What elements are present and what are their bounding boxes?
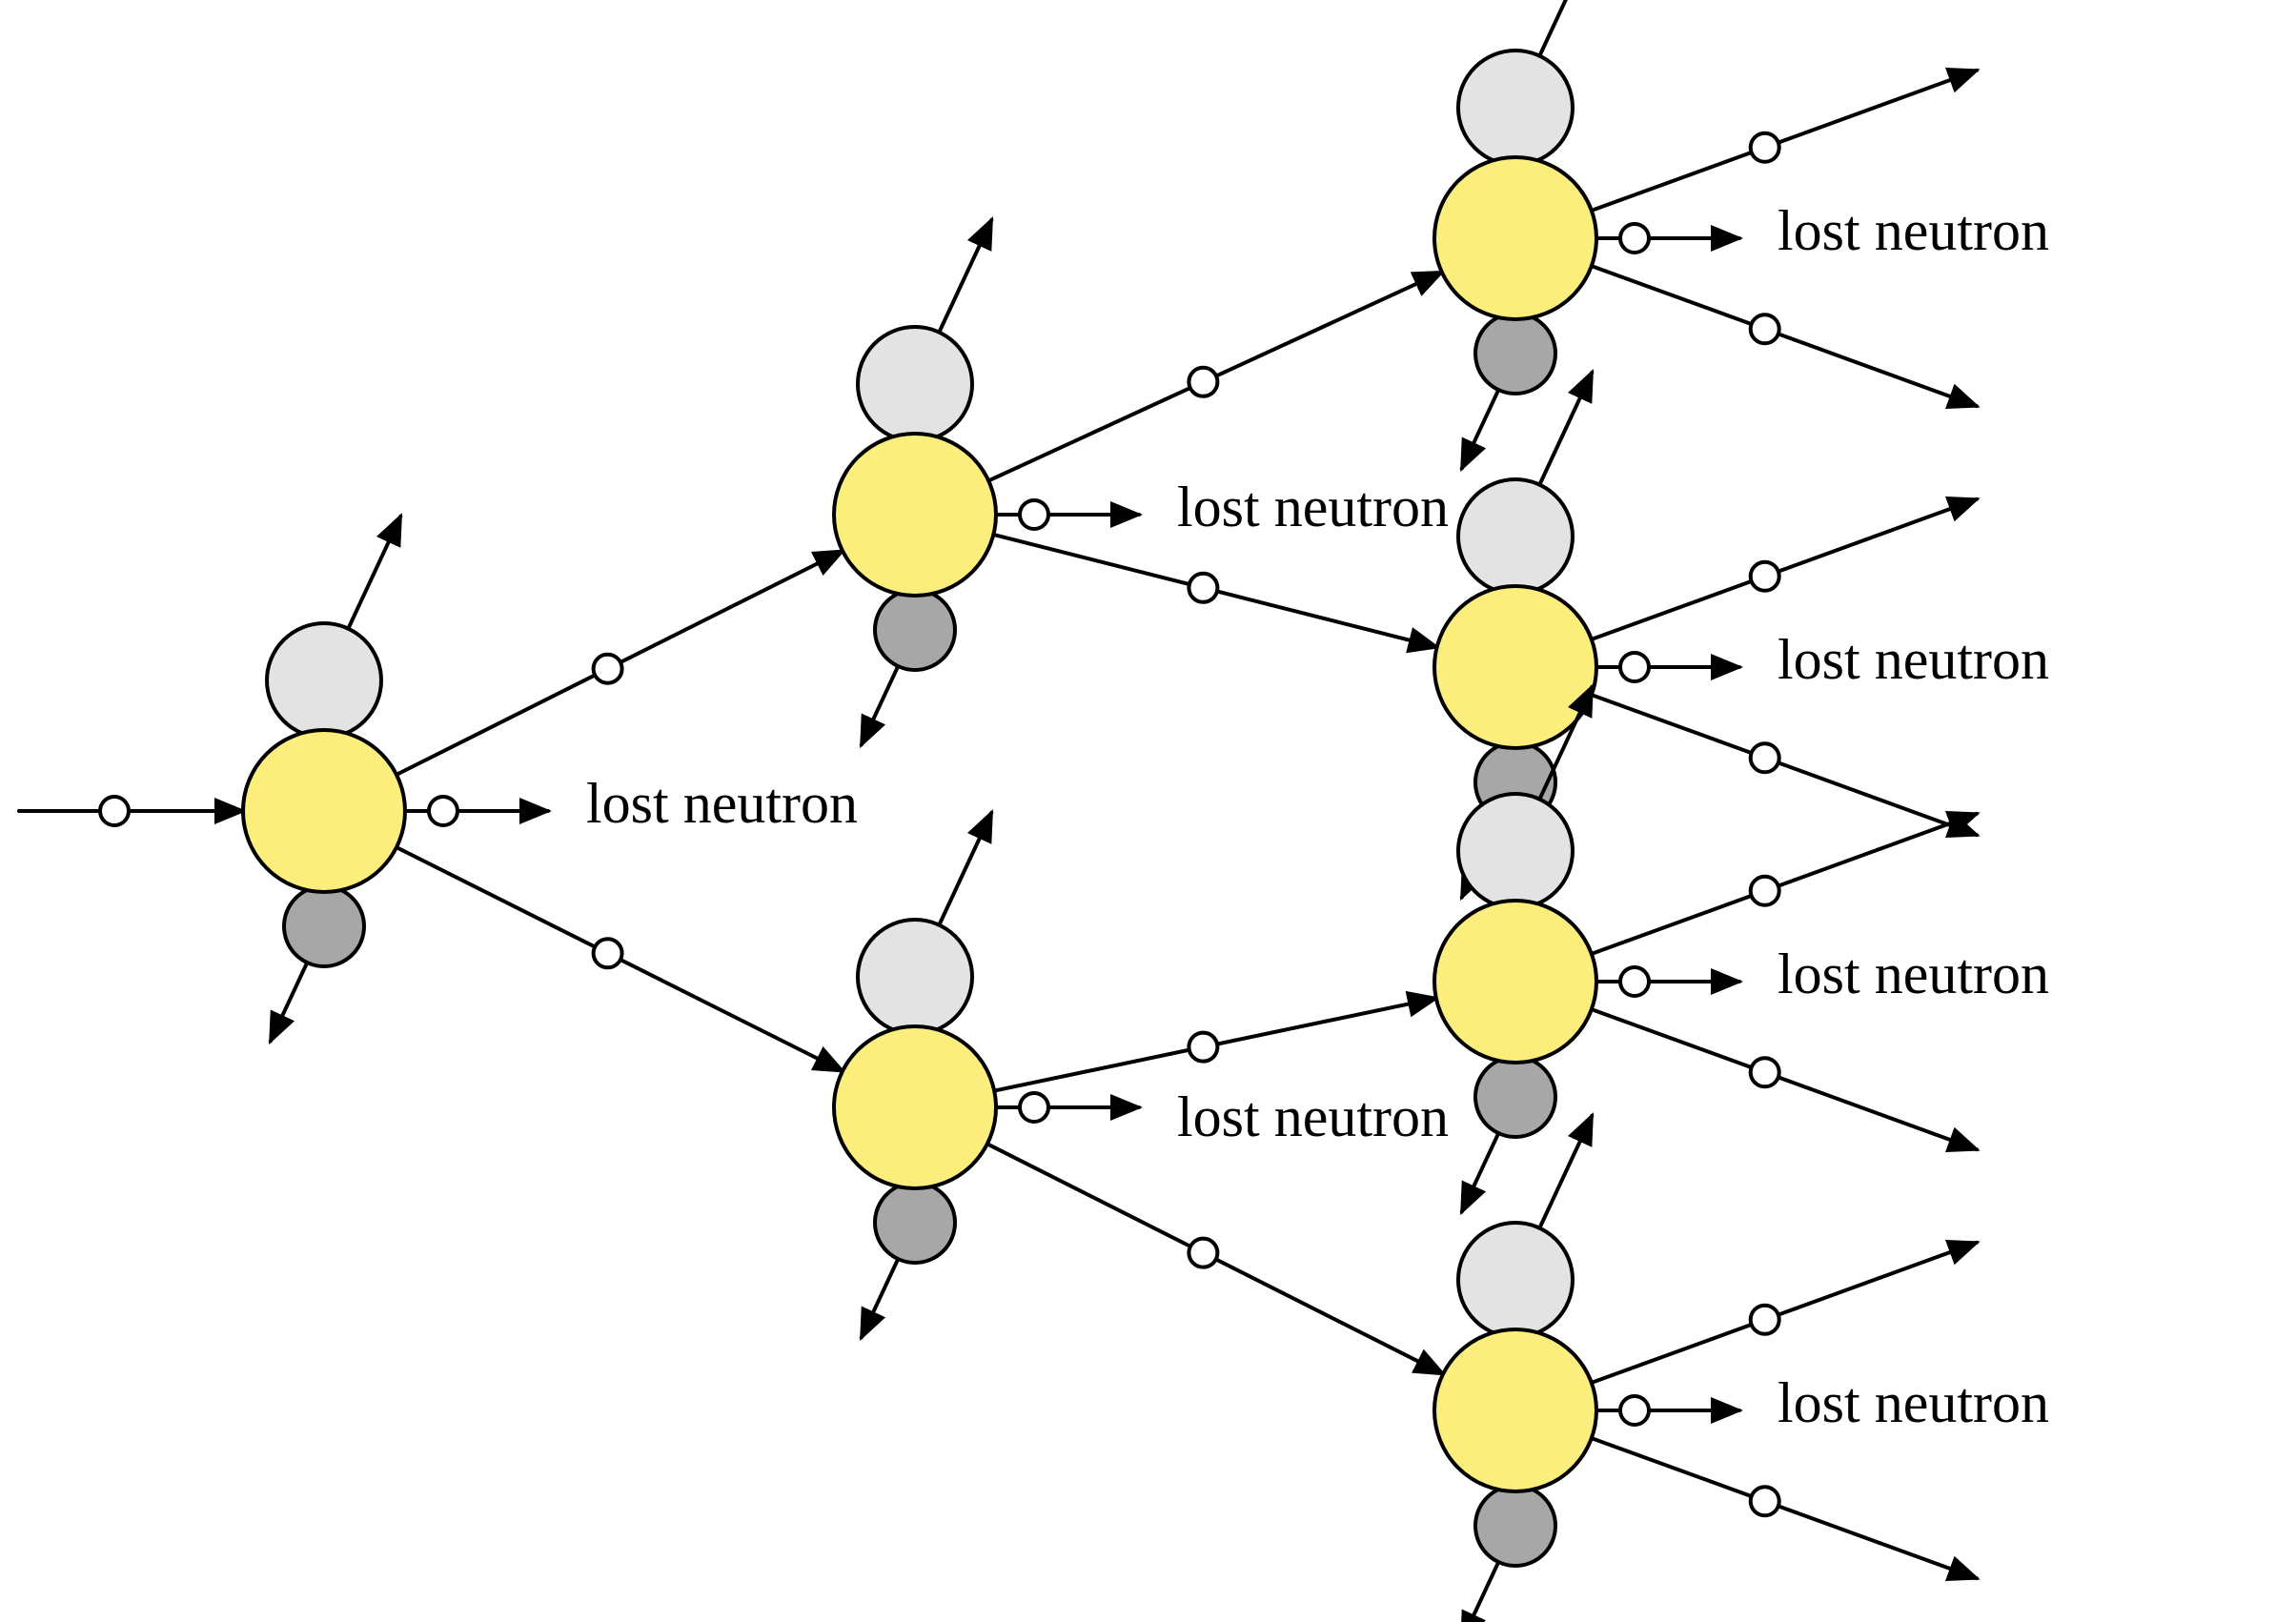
neutron-icon [1189, 1239, 1217, 1267]
neutron-icon [594, 655, 622, 683]
neutron-icon [1751, 1058, 1779, 1086]
outgoing-neutron-arrow [1592, 71, 1977, 211]
nucleus [1434, 586, 1596, 748]
fragment-arrow [271, 963, 307, 1041]
fragment-arrow [348, 517, 400, 629]
outgoing-neutron-arrow [1592, 814, 1977, 954]
dark-fragment [1475, 1057, 1555, 1137]
neutron-icon [1620, 1396, 1649, 1425]
fragment-arrow [1462, 390, 1498, 468]
lost-neutron-label: lost neutron [1778, 199, 2049, 262]
fragment-arrow [1462, 1562, 1498, 1622]
light-fragment [1458, 51, 1573, 165]
neutron-icon [1751, 877, 1779, 905]
neutron-icon [1620, 224, 1649, 253]
neutron-icon [1751, 562, 1779, 591]
lost-neutron-label: lost neutron [1778, 1371, 2049, 1434]
light-fragment [858, 327, 972, 441]
outgoing-neutron-arrow [1592, 1243, 1977, 1383]
nucleus [243, 730, 405, 892]
neutron-icon [1751, 314, 1779, 343]
fragment-arrow [862, 666, 898, 744]
neutron-icon [1751, 133, 1779, 162]
fragment-arrow [939, 220, 991, 333]
outgoing-neutron-arrow [1592, 1009, 1977, 1149]
neutron-icon [1751, 1487, 1779, 1515]
dark-fragment [875, 590, 955, 670]
outgoing-neutron-arrow [1592, 1438, 1977, 1578]
lost-neutron-label: lost neutron [586, 772, 858, 835]
fragment-arrow [939, 813, 991, 925]
neutron-icon [1620, 653, 1649, 681]
light-fragment [1458, 794, 1573, 908]
outgoing-neutron-arrow [1592, 266, 1977, 406]
fragment-arrow [1539, 373, 1592, 485]
light-fragment [858, 920, 972, 1034]
fragment-arrow [1539, 0, 1592, 56]
lost-neutron-label: lost neutron [1177, 476, 1449, 538]
neutron-icon [1751, 743, 1779, 772]
outgoing-neutron-arrow [1592, 499, 1977, 639]
neutron-icon [1189, 574, 1217, 602]
neutron-icon [1020, 500, 1048, 529]
dark-fragment [875, 1183, 955, 1263]
lost-neutron-label: lost neutron [1778, 943, 2049, 1005]
neutron-icon [594, 939, 622, 967]
neutron-icon [100, 797, 129, 825]
neutron-icon [1189, 368, 1217, 396]
lost-neutron-label: lost neutron [1778, 628, 2049, 691]
nucleus [834, 1026, 996, 1188]
fragment-arrow [1539, 1116, 1592, 1228]
fragment-arrow [1462, 1133, 1498, 1211]
neutron-icon [1751, 1306, 1779, 1334]
light-fragment [267, 623, 381, 738]
dark-fragment [1475, 1486, 1555, 1566]
neutron-icon [1020, 1093, 1048, 1122]
nucleus [1434, 901, 1596, 1063]
lost-neutron-label: lost neutron [1177, 1085, 1449, 1148]
light-fragment [1458, 479, 1573, 594]
nucleus [1434, 157, 1596, 319]
neutron-icon [429, 797, 457, 825]
dark-fragment [1475, 314, 1555, 394]
neutron-icon [1620, 967, 1649, 996]
fission-chain-diagram: lost neutron lost neutron lost neutron lost… [0, 0, 2296, 1622]
light-fragment [1458, 1223, 1573, 1337]
neutron-icon [1189, 1033, 1217, 1062]
fragment-arrow [862, 1259, 898, 1337]
nucleus [1434, 1329, 1596, 1491]
outgoing-neutron-arrow [1592, 695, 1977, 835]
nucleus [834, 434, 996, 596]
dark-fragment [284, 886, 364, 966]
